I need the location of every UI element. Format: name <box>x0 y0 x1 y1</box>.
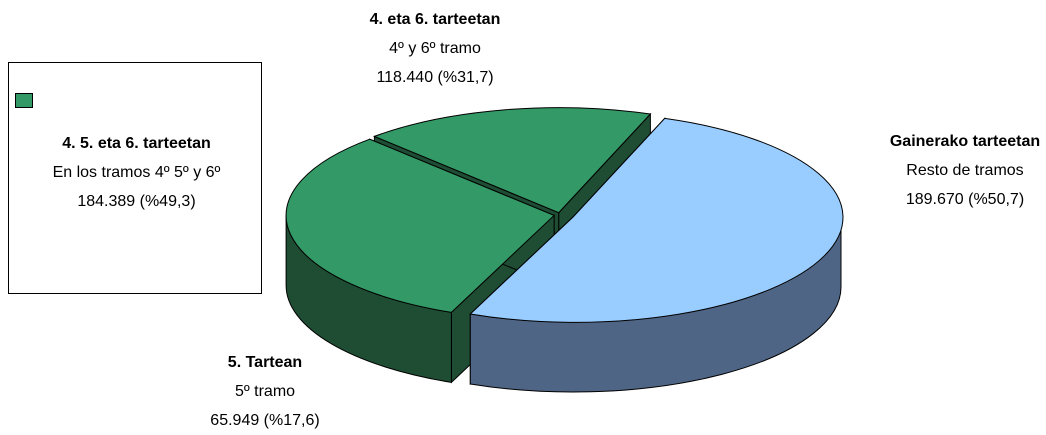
slice <box>469 117 844 323</box>
legend: 4. 5. eta 6. tarteetan En los tramos 4º … <box>8 62 262 294</box>
slice-label: 4. eta 6. tarteetan 4º y 6º tramo 118.44… <box>325 5 545 92</box>
slice <box>373 107 652 214</box>
legend-desc: En los tramos 4º 5º y 6º <box>52 164 221 181</box>
value-label: 118.440 (%31,7) <box>376 69 494 86</box>
category: 5. Tartean <box>227 354 303 371</box>
sublabel: 4º y 6º tramo <box>389 40 481 57</box>
sublabel: Resto de tramos <box>906 162 1024 179</box>
category: Gainerako tarteetan <box>889 133 1041 150</box>
slice <box>285 138 556 313</box>
legend-title: 4. 5. eta 6. tarteetan <box>62 135 211 152</box>
slice-label: Gainerako tarteetan Resto de tramos 189.… <box>885 127 1045 214</box>
sublabel: 5º tramo <box>234 383 296 400</box>
slice-label: 5. Tartean 5º tramo 65.949 (%17,6) <box>165 348 365 435</box>
legend-value: 184.389 (%49,3) <box>77 193 196 210</box>
value-label: 65.949 (%17,6) <box>210 412 320 429</box>
value-label: 189.670 (%50,7) <box>905 191 1025 208</box>
legend-text: 4. 5. eta 6. tarteetan En los tramos 4º … <box>44 129 229 216</box>
category: 4. eta 6. tarteetan <box>369 11 501 28</box>
legend-swatch <box>15 93 33 108</box>
